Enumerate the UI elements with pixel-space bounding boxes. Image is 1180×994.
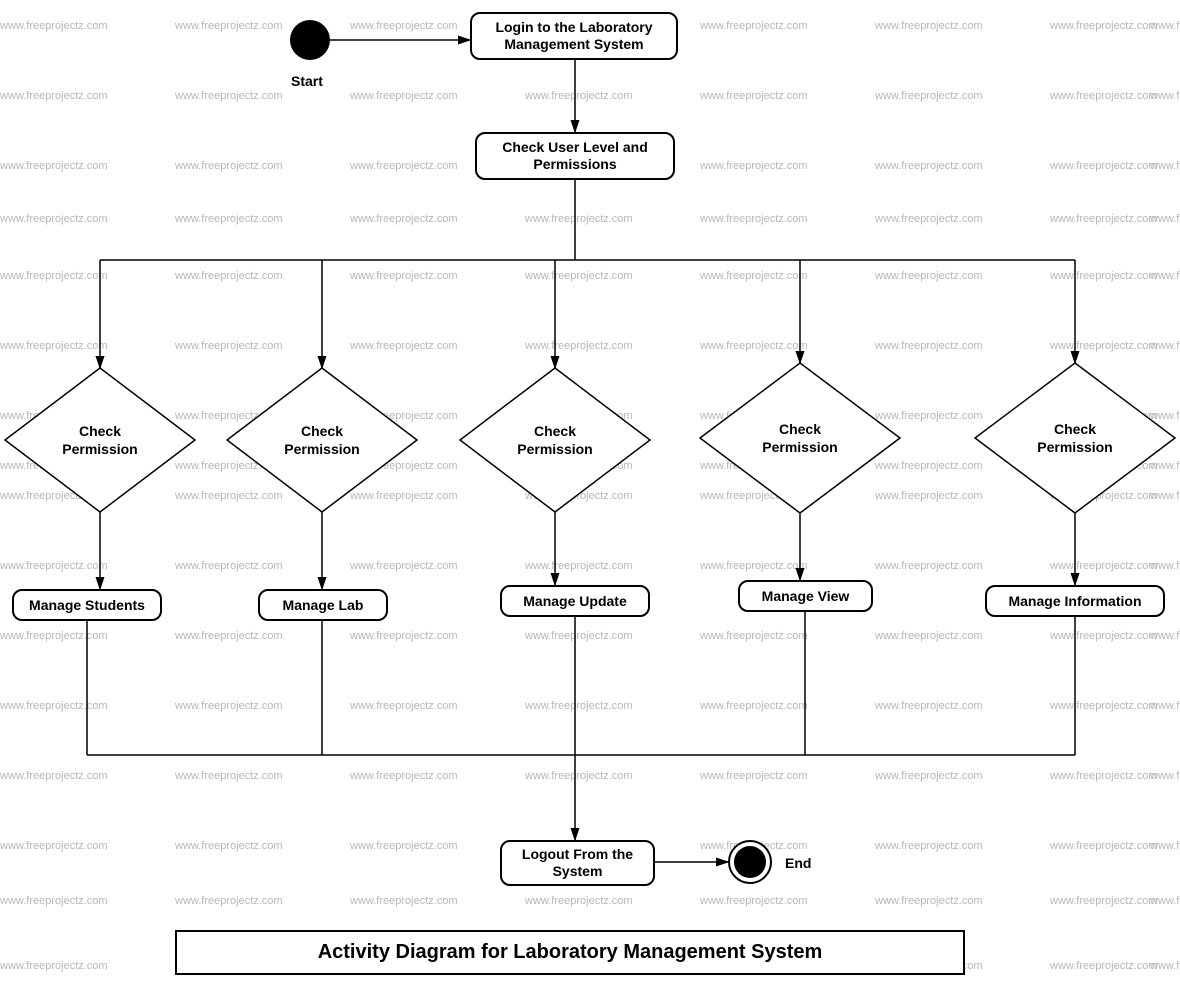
decision-label2-1: Permission — [62, 441, 137, 457]
activity-login: Login to the Laboratory Management Syste… — [470, 12, 678, 60]
decision-label1-4: Check — [779, 421, 821, 437]
diagram-title-label: Activity Diagram for Laboratory Manageme… — [318, 941, 823, 964]
decision-label2-3: Permission — [517, 441, 592, 457]
decision-diamond-3 — [460, 368, 650, 512]
decision-diamond-5 — [975, 363, 1175, 513]
activity-manage-information: Manage Information — [985, 585, 1165, 617]
decision-diamond-4 — [700, 363, 900, 513]
activity-check-user-label: Check User Level and Permissions — [485, 139, 665, 173]
decision-label2-2: Permission — [284, 441, 359, 457]
activity-manage-information-label: Manage Information — [1008, 593, 1141, 610]
decision-label1-1: Check — [79, 423, 121, 439]
activity-logout-label: Logout From the System — [510, 846, 645, 880]
decision-label2-5: Permission — [1037, 439, 1112, 455]
end-label: End — [785, 855, 811, 871]
activity-manage-update: Manage Update — [500, 585, 650, 617]
decision-label1-5: Check — [1054, 421, 1096, 437]
diagram-title: Activity Diagram for Laboratory Manageme… — [175, 930, 965, 975]
decision-label2-4: Permission — [762, 439, 837, 455]
activity-login-label: Login to the Laboratory Management Syste… — [480, 19, 668, 53]
decision-label1-2: Check — [301, 423, 343, 439]
decision-diamond-1 — [5, 368, 195, 512]
activity-manage-students: Manage Students — [12, 589, 162, 621]
activity-check-user: Check User Level and Permissions — [475, 132, 675, 180]
activity-manage-update-label: Manage Update — [523, 593, 626, 610]
activity-manage-students-label: Manage Students — [29, 597, 145, 614]
activity-logout: Logout From the System — [500, 840, 655, 886]
activity-manage-lab-label: Manage Lab — [283, 597, 364, 614]
activity-manage-lab: Manage Lab — [258, 589, 388, 621]
activity-manage-view-label: Manage View — [762, 588, 850, 605]
activity-manage-view: Manage View — [738, 580, 873, 612]
decision-label1-3: Check — [534, 423, 576, 439]
start-label: Start — [291, 73, 323, 89]
end-node-inner — [734, 846, 766, 878]
decision-diamond-2 — [227, 368, 417, 512]
start-node — [290, 20, 330, 60]
